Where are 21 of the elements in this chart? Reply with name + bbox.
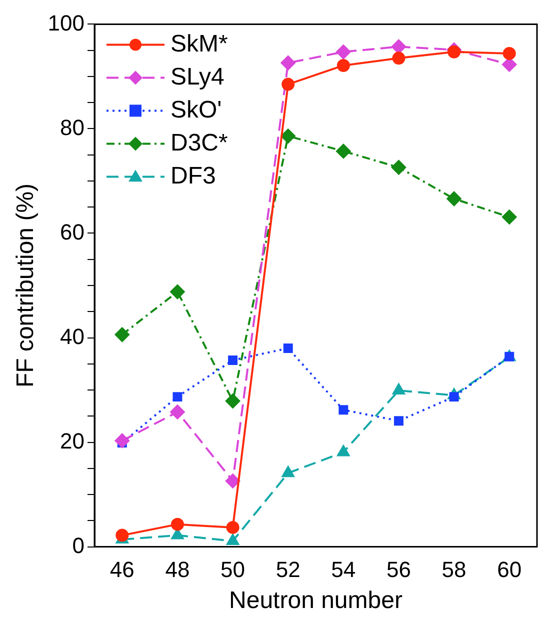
legend-label: DF3 [170,162,216,190]
y-tick-label: 80 [60,114,85,140]
x-axis-title: Neutron number [229,587,402,614]
y-tick-label: 60 [60,219,85,244]
legend-label: SLy4 [170,63,224,90]
x-tick-label: 48 [165,557,190,582]
y-tick-label: 100 [48,10,85,36]
x-tick-label: 46 [110,557,134,582]
legend-label: SkM* [170,30,228,58]
x-tick-label: 58 [442,557,466,582]
x-tick-label: 60 [497,557,522,582]
x-tick-label: 56 [386,557,411,582]
x-tick-label: 54 [331,557,356,582]
y-tick-label: 0 [72,532,85,558]
x-tick-label: 52 [276,557,300,582]
legend-label: D3C* [170,129,228,156]
y-axis-title: FF contribution (%) [12,183,40,388]
legend-label: SkO' [170,96,222,124]
y-tick-label: 20 [60,428,85,454]
y-tick-label: 40 [60,324,85,349]
x-tick-label: 50 [220,557,246,582]
